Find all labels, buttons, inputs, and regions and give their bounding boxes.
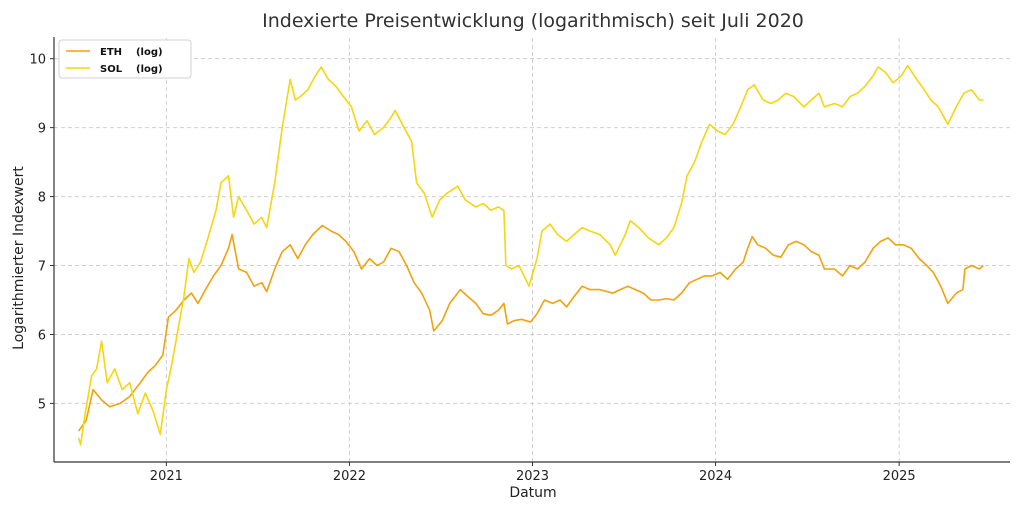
y-tick-label: 9 [38,122,46,137]
x-tick-label: 2024 [699,469,732,484]
x-tick-label: 2021 [150,469,183,484]
y-tick-label: 10 [29,53,46,68]
y-tick-label: 7 [38,260,46,275]
legend-label-eth: ETH (log) [100,47,163,58]
y-tick-label: 5 [38,397,46,412]
x-tick-label: 2025 [883,469,916,484]
tick-labels: 2021 2022 2023 2024 2025 5 6 7 8 9 10 [29,53,915,484]
series-line-sol [77,64,984,446]
chart-title: Indexierte Preisentwicklung (logarithmis… [262,10,804,32]
y-axis-label: Logarithmierter Indexwert [11,166,27,350]
legend-box [58,39,192,79]
grid [54,38,1010,462]
axes [50,37,1010,466]
x-tick-label: 2022 [333,469,366,484]
x-axis-label: Datum [509,485,556,501]
legend: ETH (log) SOL (log) [58,39,192,79]
y-tick-label: 8 [38,191,46,206]
series-line-eth [77,224,984,432]
legend-label-sol: SOL (log) [100,64,163,75]
series-layer [77,64,984,446]
y-tick-label: 6 [38,328,46,343]
x-tick-label: 2023 [516,469,549,484]
